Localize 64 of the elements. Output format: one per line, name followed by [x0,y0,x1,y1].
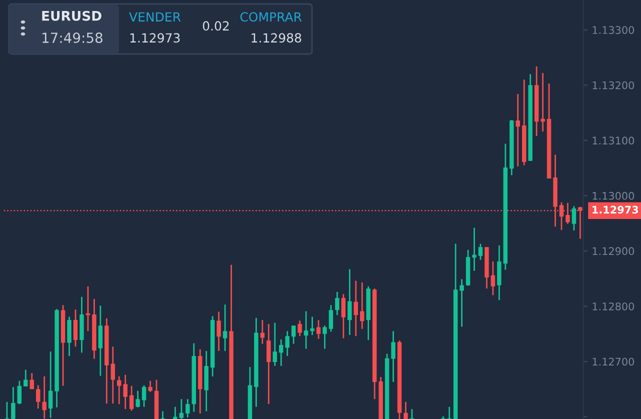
candlestick [335,291,340,316]
candlestick [404,401,408,419]
annotation: 17:49:58 [42,32,102,44]
candlestick [48,350,53,419]
y-tick-label: 1.13000 [592,192,634,200]
annotation: EURUSD [42,10,102,21]
candlestick [328,304,334,332]
candlestick [173,406,178,419]
candlestick [354,280,358,337]
candlestick [322,324,327,350]
candlestick [516,93,520,168]
candlestick [266,323,271,405]
candlestick [490,260,496,296]
annotation: COMPRAR [240,12,302,22]
y-tick-label: 1.13200 [592,81,634,90]
candlestick [110,346,116,404]
candlestick [285,330,290,357]
candlestick [136,390,140,408]
candlestick [148,380,152,393]
candlestick [186,398,190,418]
candlestick [123,374,128,410]
candlestick [142,384,146,408]
candlestick [291,324,296,345]
candlestick [497,244,502,301]
annotation: VENDER [129,12,181,22]
candlestick [67,316,72,357]
candlestick [348,268,352,336]
candlestick [310,316,314,336]
y-tick-label: 1.12900 [592,247,634,256]
y-tick-label: 1.13300 [592,26,634,34]
candlestick [272,322,278,367]
candlestick [98,304,103,377]
candlestick [179,398,184,419]
candlestick [566,202,570,225]
candlestick [478,243,483,260]
candlestick [360,282,364,330]
candlestick [341,293,346,339]
candlestick [316,319,321,340]
candlestick [540,72,545,132]
candlestick [460,278,464,328]
candlestick [216,311,221,352]
candlestick [24,369,28,388]
candlestick [472,227,476,272]
candlestick [17,380,22,405]
candlestick [279,338,284,367]
candlestick [116,376,122,405]
ref-line-label: 1.12973 [592,206,638,214]
annotation: 0.02 [202,21,229,31]
candlestick [304,310,308,350]
y-tick-label: 1.12700 [592,358,634,366]
candlestick [298,320,302,337]
y-tick-label: 1.13100 [592,136,634,145]
annotation: 1.12973 [130,33,180,43]
candlestick [11,386,16,419]
candlestick [391,330,396,383]
annotation: 1.12988 [252,33,302,43]
candlestick [73,308,78,348]
candlestick [222,304,228,352]
candlestick [129,385,134,412]
candlestick [30,372,34,390]
y-tick-label: 1.12800 [592,302,634,310]
candlestick [572,205,576,232]
candlestick [36,384,40,410]
candlestick [42,376,46,419]
